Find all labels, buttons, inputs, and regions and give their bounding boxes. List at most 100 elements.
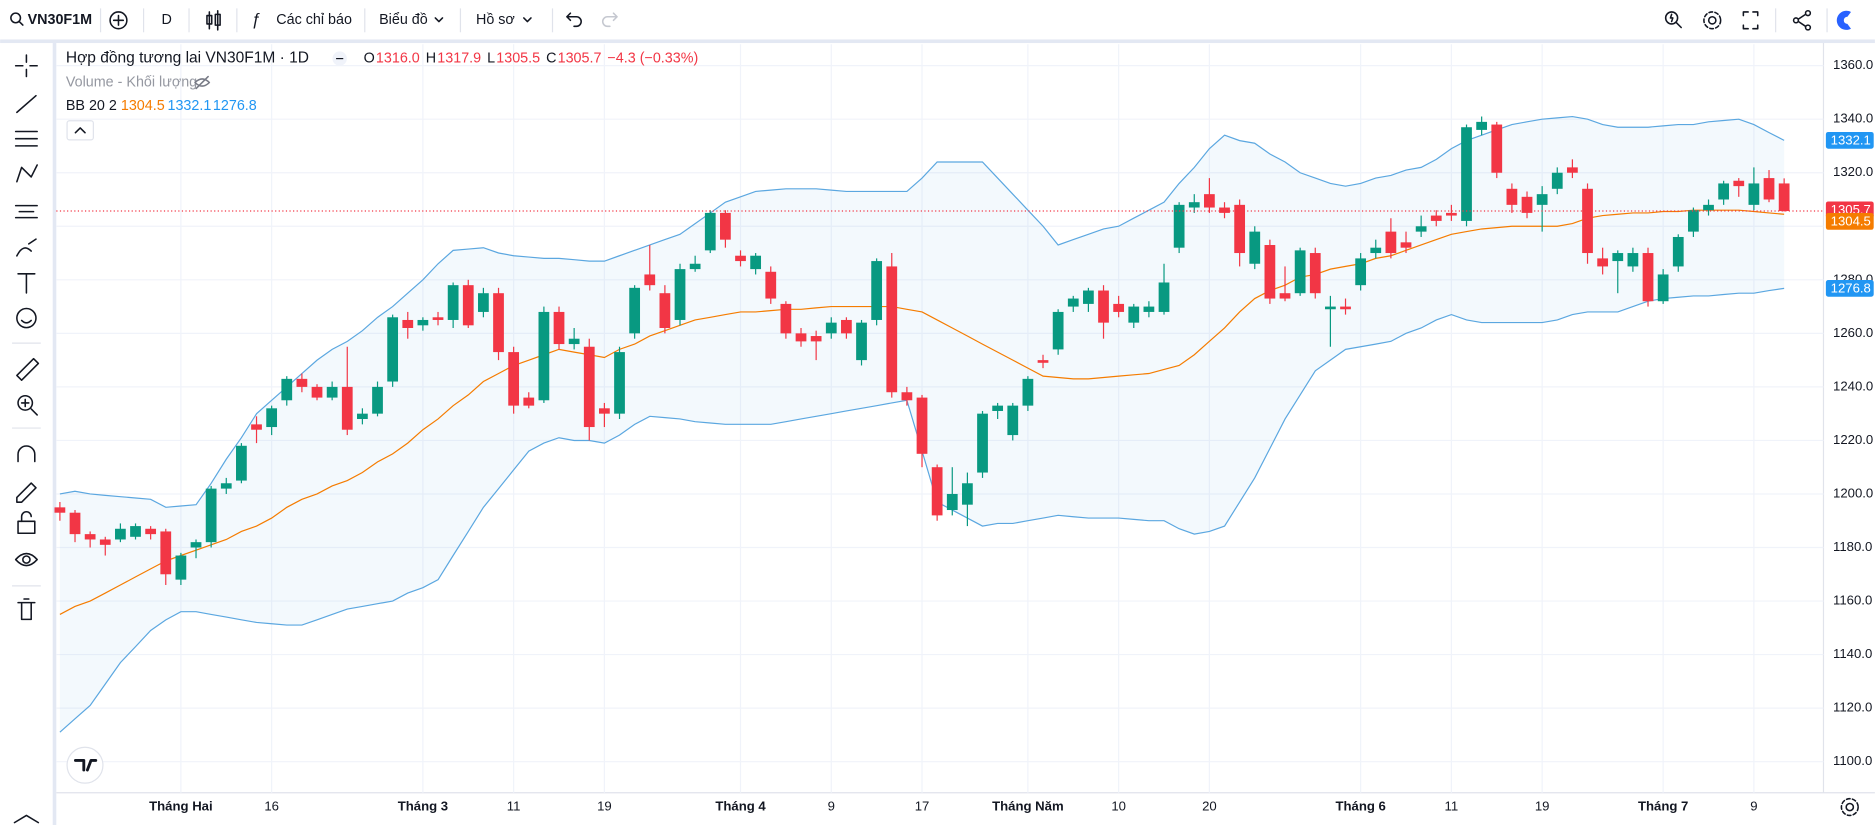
candle-body <box>251 424 262 430</box>
lock-tool[interactable] <box>17 511 36 535</box>
interval[interactable]: D <box>162 12 172 28</box>
fullscreen[interactable] <box>1742 11 1759 30</box>
symbol[interactable]: VN30F1M <box>28 12 93 28</box>
candle-body <box>720 212 731 240</box>
left-toolbar <box>12 43 57 825</box>
search-icon <box>18 20 24 26</box>
delete-tool[interactable] <box>17 598 36 621</box>
ohlc-values: O 1316.0 H 1317.9 L 1305.5 C 1305.7 −4.3 (−0.33%… <box>364 50 699 66</box>
candle-body <box>568 338 580 345</box>
fx-icon: ƒ <box>251 10 260 29</box>
bb-lower-badge-label: 1276.8 <box>1831 280 1871 295</box>
plus-icon <box>112 14 125 26</box>
candle-body <box>931 467 943 516</box>
x-tick-label: 9 <box>828 799 835 814</box>
settings[interactable] <box>1703 11 1722 30</box>
icon <box>20 398 38 416</box>
candle-body <box>1567 167 1578 173</box>
y-tick-label: 1100.0 <box>1833 753 1872 768</box>
ruler-tool[interactable] <box>16 357 40 381</box>
chart-style[interactable] <box>206 9 221 31</box>
add-symbol[interactable] <box>109 11 128 30</box>
zoom-tool[interactable] <box>17 394 38 416</box>
share[interactable] <box>1792 9 1812 31</box>
candle-body <box>689 263 701 270</box>
candle-body <box>1446 212 1457 216</box>
icon <box>1664 11 1679 25</box>
emoji-tool[interactable] <box>16 307 37 329</box>
ohlc-key: O <box>364 50 375 66</box>
icon <box>14 552 38 567</box>
candle-body <box>1219 207 1230 213</box>
trend-line-tool[interactable] <box>16 94 37 114</box>
candle-icon <box>206 14 213 25</box>
fib-tool[interactable] <box>14 130 38 147</box>
change: −4.3 (−0.33%) <box>607 50 698 66</box>
tv-logo[interactable] <box>66 746 104 784</box>
text-tool[interactable] <box>17 273 36 294</box>
brush-tool[interactable] <box>16 238 37 257</box>
ohlc-value: 1305.5 <box>496 50 540 66</box>
candle-body <box>886 266 898 393</box>
candle-body <box>810 336 822 342</box>
x-tick-label: 11 <box>1445 799 1459 814</box>
candle-body <box>538 311 550 401</box>
indicators-button[interactable]: ƒ Các chỉ báo <box>251 10 352 29</box>
icon <box>1804 9 1812 17</box>
candle-body <box>1506 188 1518 205</box>
icon <box>1707 15 1717 25</box>
candle-body <box>1294 250 1306 294</box>
magnet-tool[interactable] <box>17 445 36 463</box>
symbol-search[interactable]: VN30F1M <box>10 12 93 28</box>
pattern-tool[interactable] <box>16 164 38 183</box>
candle-body <box>175 555 187 580</box>
profile-menu[interactable]: Hồ sơ <box>476 12 532 28</box>
undo[interactable] <box>566 12 582 28</box>
candle-body <box>841 319 852 334</box>
candle-body <box>1143 306 1155 312</box>
ohlc-key: L <box>487 50 495 66</box>
candle-body <box>462 285 474 326</box>
candle-body <box>780 303 792 334</box>
candle-body <box>1688 210 1699 232</box>
icon <box>1804 24 1812 31</box>
icon <box>1797 13 1807 28</box>
axis-settings[interactable] <box>1840 797 1859 817</box>
crosshair-tool[interactable] <box>14 54 38 78</box>
hidden-eye[interactable] <box>194 75 211 90</box>
x-tick-label: 11 <box>507 799 521 814</box>
redo[interactable] <box>602 12 618 28</box>
candle-body <box>311 386 323 398</box>
hide-tool[interactable] <box>14 552 38 567</box>
profile-menu-label[interactable]: Hồ sơ <box>476 12 515 28</box>
projection-tool[interactable] <box>14 204 38 219</box>
candle-body <box>583 346 595 428</box>
candle-body <box>130 526 141 537</box>
lock-drawing-tool[interactable] <box>16 482 37 503</box>
x-tick-label: Tháng 3 <box>398 799 448 814</box>
candle-body <box>1642 253 1654 302</box>
candle-body <box>825 322 837 334</box>
indicators[interactable]: Các chỉ báo <box>276 12 352 28</box>
x-tick-label: 19 <box>597 799 612 814</box>
candle-body <box>1067 298 1079 307</box>
candle-body <box>1279 293 1291 299</box>
candle-body <box>1491 124 1503 173</box>
candle-body <box>614 352 625 414</box>
bb-middle-value: 1304.5 <box>121 98 165 114</box>
bb-middle-badge <box>1825 213 1874 230</box>
candle-body <box>296 378 308 387</box>
collapse-legend[interactable] <box>66 120 94 141</box>
y-tick-label: 1180.0 <box>1833 539 1872 554</box>
chart-menu-label[interactable]: Biểu đồ <box>379 12 428 28</box>
collapse-toolbar[interactable] <box>13 814 40 824</box>
candle-body <box>1582 188 1593 254</box>
chevron <box>434 17 444 23</box>
candle-body <box>220 483 232 489</box>
brand-logo[interactable] <box>1836 10 1851 30</box>
chart-menu[interactable]: Biểu đồ <box>379 12 444 28</box>
icon <box>1840 797 1859 817</box>
ohlc-key: C <box>546 50 556 66</box>
quick-search[interactable] <box>1664 11 1682 29</box>
candle-body <box>704 212 716 251</box>
